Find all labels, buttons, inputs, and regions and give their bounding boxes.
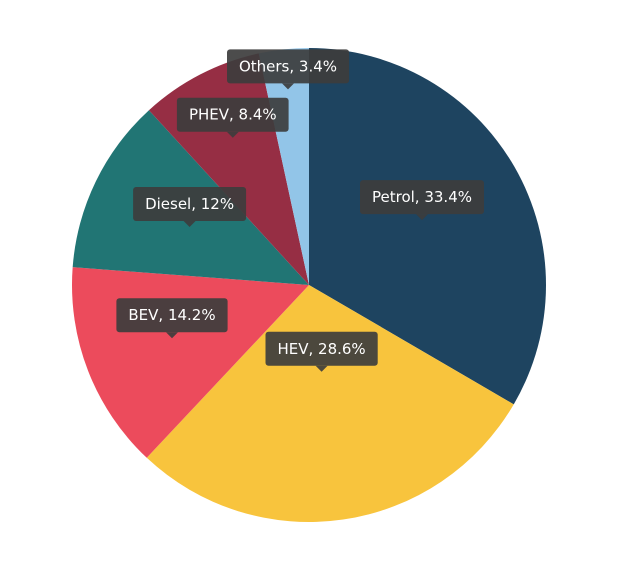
label-box xyxy=(265,331,378,366)
label-text: Diesel, 12% xyxy=(145,195,234,213)
label-text: BEV, 14.2% xyxy=(128,306,215,324)
label-text: Petrol, 33.4% xyxy=(372,188,472,206)
pie-slices xyxy=(71,48,547,523)
label-box xyxy=(133,187,247,221)
label-pointer xyxy=(183,221,196,227)
slice-label-hev: HEV, 28.6% xyxy=(265,331,378,372)
slice-label-bev: BEV, 14.2% xyxy=(116,298,228,339)
slice-label-others: Others, 3.4% xyxy=(227,49,350,90)
label-pointer xyxy=(315,365,328,372)
label-box xyxy=(227,49,350,84)
label-pointer xyxy=(416,214,428,221)
slice-label-phev: PHEV, 8.4% xyxy=(176,97,289,138)
label-text: PHEV, 8.4% xyxy=(189,106,277,124)
label-pointer xyxy=(282,83,294,90)
label-box xyxy=(116,298,228,333)
label-text: HEV, 28.6% xyxy=(277,340,365,358)
label-box xyxy=(176,97,289,132)
slice-labels: Petrol, 33.4% HEV, 28.6% BEV, 14.2% Diesel,… xyxy=(116,49,484,372)
pie-slice-hev[interactable] xyxy=(146,285,514,523)
slice-label-petrol: Petrol, 33.4% xyxy=(360,180,484,221)
label-text: Others, 3.4% xyxy=(239,57,337,75)
slice-label-diesel: Diesel, 12% xyxy=(133,187,247,227)
label-pointer xyxy=(166,332,178,339)
pie-slice-petrol[interactable] xyxy=(309,48,547,405)
label-box xyxy=(360,180,484,215)
label-pointer xyxy=(226,131,239,138)
